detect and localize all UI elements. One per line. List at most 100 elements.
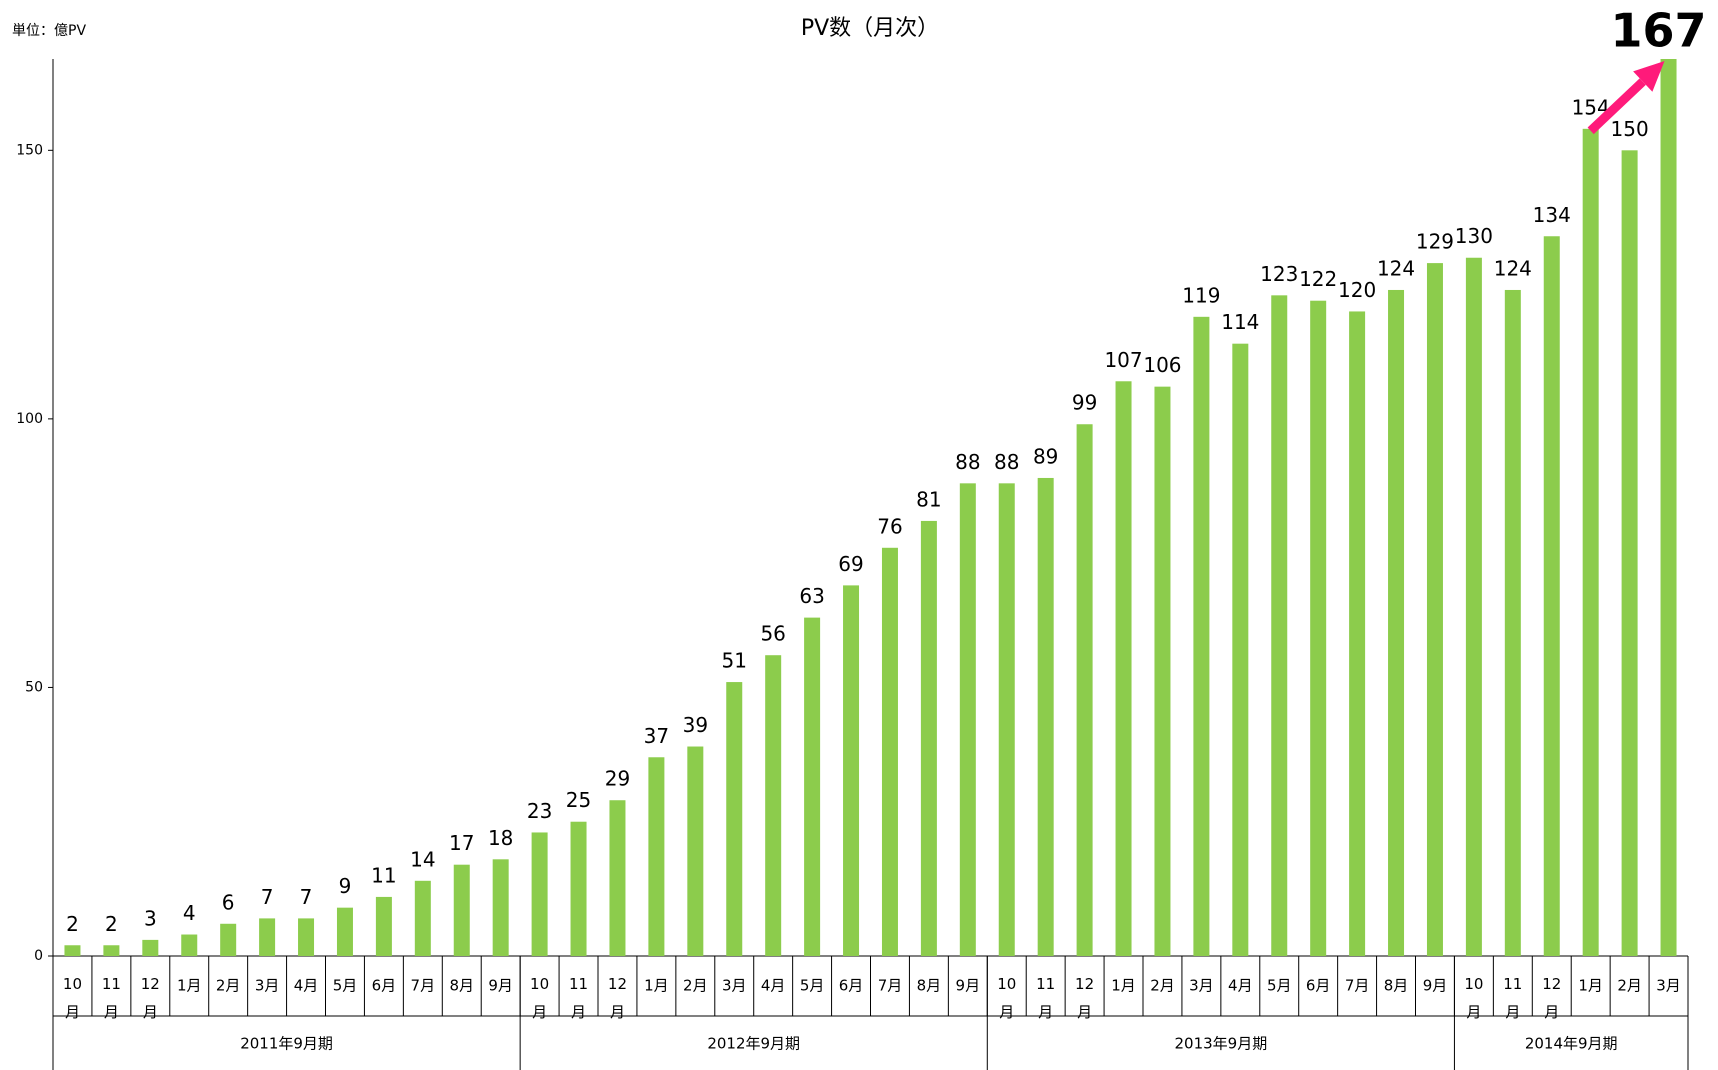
arrow-shaft (1587, 78, 1646, 135)
x-tick-label: 5月 (1267, 977, 1292, 995)
x-tick-label: 2月 (1617, 977, 1642, 995)
value-label: 114 (1221, 310, 1259, 334)
bar (570, 821, 587, 956)
bar (1232, 343, 1249, 956)
bar (1037, 477, 1054, 956)
x-tick-label: 4月 (1228, 977, 1253, 995)
x-tick-label: 10 月 (1464, 975, 1483, 1021)
value-label: 99 (1072, 391, 1097, 415)
value-label: 63 (799, 584, 824, 608)
x-tick-label: 10 月 (63, 975, 82, 1021)
x-tick-label: 2月 (683, 977, 708, 995)
bar (259, 918, 276, 956)
x-tick-label: 10 月 (997, 975, 1016, 1021)
period-label: 2011年9月期 (240, 1035, 333, 1053)
x-tick-label: 3月 (1189, 977, 1214, 995)
y-tick-label: 50 (25, 679, 43, 695)
bar (998, 483, 1015, 956)
bar (375, 896, 392, 956)
y-tick-label: 100 (16, 411, 43, 427)
x-tick-label: 12 月 (1075, 975, 1094, 1021)
value-label: 88 (955, 450, 980, 474)
bar (531, 832, 548, 956)
bar (1504, 289, 1521, 956)
bar (804, 617, 821, 956)
x-tick-label: 4月 (761, 977, 786, 995)
bar (1310, 300, 1327, 957)
x-tick-label: 3月 (722, 977, 747, 995)
x-tick-label: 1月 (177, 977, 202, 995)
x-tick-label: 11 月 (569, 975, 588, 1021)
value-label: 81 (916, 487, 941, 511)
x-tick-label: 10 月 (530, 975, 549, 1021)
chart-title: PV数（月次） (801, 16, 939, 41)
y-tick-label: 150 (16, 142, 43, 158)
value-label: 2 (105, 912, 118, 936)
x-tick-label: 12 月 (1542, 975, 1561, 1021)
x-tick-label: 7月 (411, 977, 436, 995)
value-label: 29 (605, 767, 630, 791)
bar (220, 923, 237, 956)
value-label: 107 (1104, 348, 1142, 372)
x-tick-label: 8月 (449, 977, 474, 995)
value-label: 106 (1143, 353, 1181, 377)
value-label: 7 (261, 885, 274, 909)
value-label: 23 (527, 799, 552, 823)
value-label: 124 (1377, 256, 1415, 280)
x-tick-label: 12 月 (141, 975, 160, 1021)
bar (1621, 150, 1638, 956)
bar (765, 655, 782, 956)
bar (1076, 424, 1093, 957)
bar (648, 757, 665, 956)
value-label: 11 (371, 863, 396, 887)
x-tick-label: 11 月 (1503, 975, 1522, 1021)
value-label: 56 (760, 622, 785, 646)
value-label: 37 (644, 724, 669, 748)
bar (64, 945, 81, 956)
x-tick-label: 12 月 (608, 975, 627, 1021)
value-label: 88 (994, 450, 1019, 474)
x-tick-label: 5月 (800, 977, 825, 995)
value-label: 6 (222, 890, 235, 914)
value-label: 124 (1494, 256, 1532, 280)
period-label: 2014年9月期 (1525, 1035, 1618, 1053)
x-tick-label: 6月 (839, 977, 864, 995)
value-label: 89 (1033, 444, 1058, 468)
x-tick-label: 2月 (216, 977, 241, 995)
bar (336, 907, 353, 956)
bar (609, 800, 626, 956)
bar (1193, 316, 1210, 956)
value-label: 123 (1260, 262, 1298, 286)
value-label: 14 (410, 847, 435, 871)
value-label: 18 (488, 826, 513, 850)
value-label: 150 (1611, 117, 1649, 141)
bar (1115, 381, 1132, 956)
value-label: 120 (1338, 278, 1376, 302)
x-tick-label: 7月 (878, 977, 903, 995)
value-label: 3 (144, 906, 157, 930)
period-label: 2013年9月期 (1174, 1035, 1267, 1053)
value-label-highlight: 167 (1611, 4, 1707, 58)
bar (1582, 128, 1599, 956)
value-label: 51 (722, 649, 747, 673)
x-tick-label: 11 月 (1036, 975, 1055, 1021)
bar (103, 945, 120, 956)
value-label: 119 (1182, 283, 1220, 307)
arrow-head (1633, 61, 1665, 92)
bar (687, 746, 704, 956)
bar (453, 864, 470, 956)
bar (492, 859, 509, 956)
bar (142, 939, 159, 956)
value-label: 76 (877, 514, 902, 538)
x-tick-label: 2月 (1150, 977, 1175, 995)
value-label: 129 (1416, 230, 1454, 254)
x-tick-label: 9月 (1423, 977, 1448, 995)
value-label: 134 (1533, 203, 1571, 227)
value-label: 25 (566, 788, 591, 812)
value-label: 122 (1299, 267, 1337, 291)
x-tick-label: 6月 (1306, 977, 1331, 995)
x-tick-label: 6月 (372, 977, 397, 995)
x-tick-label: 4月 (294, 977, 319, 995)
x-tick-label: 1月 (644, 977, 669, 995)
